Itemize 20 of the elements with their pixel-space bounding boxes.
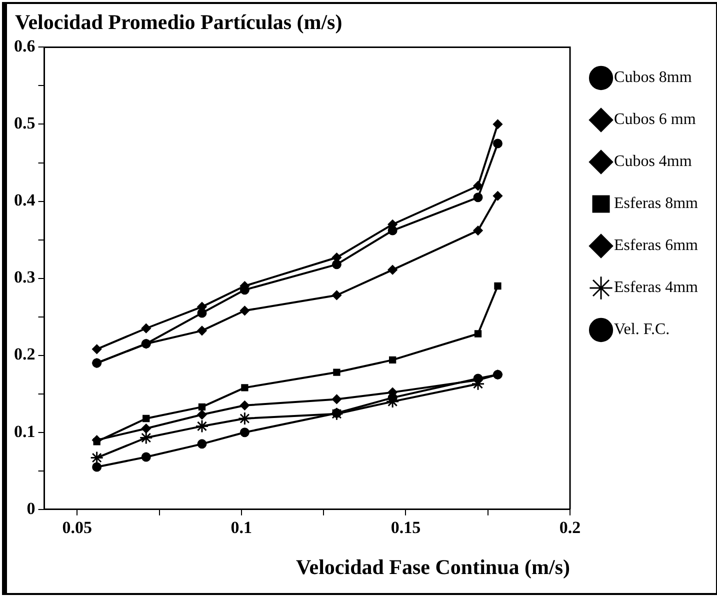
y-tick-label: 0.1 <box>14 422 36 441</box>
x-tick-label: 0.2 <box>559 518 581 537</box>
legend-label: Cubos 4mm <box>614 153 692 170</box>
x-tick-label: 0.05 <box>62 518 92 537</box>
y-tick-label: 0.6 <box>14 36 36 56</box>
y-tick-label: 0.3 <box>14 268 36 287</box>
y-tick-label: 0.2 <box>14 344 36 364</box>
x-axis-title: Velocidad Fase Continua (m/s) <box>296 554 570 579</box>
y-axis-title: Velocidad Promedio Partículas (m/s) <box>15 10 342 35</box>
legend-label: Esferas 6mm <box>614 237 699 254</box>
legend-label: Esferas 8mm <box>614 195 699 212</box>
y-tick-label: 0.4 <box>14 190 36 210</box>
y-tick-label: 0 <box>26 498 36 518</box>
legend-label: Vel. F.C. <box>614 321 670 338</box>
legend-label: Cubos 8mm <box>614 69 692 86</box>
x-tick-label: 0.1 <box>230 518 252 537</box>
legend-label: Cubos 6 mm <box>614 111 696 128</box>
legend-label: Esferas 4mm <box>614 279 699 296</box>
x-tick-label: 0.15 <box>390 518 421 537</box>
y-tick-label: 0.5 <box>14 114 36 133</box>
